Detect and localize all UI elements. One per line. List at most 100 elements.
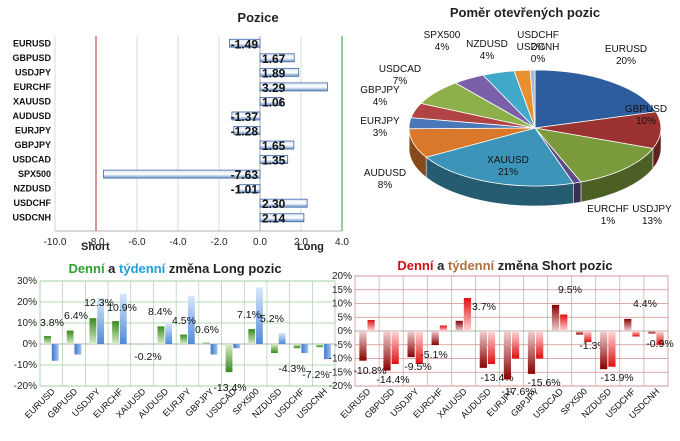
position-bar [259, 155, 289, 164]
pie-slice-percent: 4% [373, 97, 388, 108]
data-label: -15.6% [527, 377, 560, 389]
data-label: 3.8% [40, 317, 64, 329]
pie-slice-percent: 4% [480, 51, 495, 62]
pie-slice-side [573, 181, 582, 204]
change-bar [293, 344, 301, 349]
y-tick-label: 5% [338, 312, 353, 323]
category-label: USDCHF [14, 198, 52, 208]
data-label: 10.9% [107, 302, 137, 314]
category-label: AUDUSD [12, 111, 51, 121]
long-change-chart: Denní a týdenní změna Long pozic -20% -10… [14, 261, 336, 421]
value-label: 2.14 [262, 212, 286, 226]
pie-slice-percent: 8% [378, 180, 393, 191]
change-bar [202, 342, 210, 344]
change-bar [134, 344, 142, 345]
y-tick-label: -15% [329, 367, 352, 378]
position-bar [259, 97, 283, 106]
pie-chart-title: Poměr otevřených pozic [450, 5, 600, 20]
data-label: 3.7% [472, 301, 496, 313]
y-tick-label: 15% [332, 285, 352, 296]
pie-slice [529, 69, 536, 129]
pie-slice-label: XAUUSD [487, 155, 529, 166]
pie-slice-label: EURCHF [587, 204, 629, 215]
pie-slice-percent: 13% [642, 216, 662, 227]
pie-slice-label: USDCNH [517, 42, 560, 53]
change-bar [479, 331, 487, 368]
position-bar [229, 38, 261, 48]
y-tick-label: -20% [14, 381, 37, 392]
data-label: -4.3% [278, 363, 305, 375]
pie-slice-label: AUDUSD [364, 168, 406, 179]
long-change-title: Denní a týdenní změna Long pozic [68, 261, 281, 276]
change-bar [97, 297, 104, 344]
change-bar [560, 314, 568, 331]
category-label: USDCNH [12, 213, 51, 223]
value-label: -1.01 [231, 183, 259, 197]
data-label: 6.4% [64, 310, 88, 322]
change-bar [624, 318, 632, 331]
change-bar [74, 344, 82, 355]
y-tick-label: -10% [14, 360, 37, 371]
y-tick-label: 20% [17, 297, 37, 308]
pie-slice-label: EURJPY [360, 116, 400, 127]
data-label: -13.4% [213, 382, 246, 394]
title-and: a [105, 261, 119, 276]
pie-slice-label: USDJPY [632, 204, 672, 215]
data-label: 12.3% [84, 297, 114, 309]
pie-slice [533, 127, 654, 183]
pie-slice-percent: 10% [636, 116, 656, 127]
change-bar [44, 336, 51, 344]
category-label: XAUUSD [13, 96, 52, 106]
value-label: 3.29 [262, 81, 286, 95]
change-bar [383, 331, 391, 371]
position-bar [233, 126, 261, 135]
category-label: SPX500 [18, 169, 51, 179]
data-label: -1.3% [579, 340, 606, 352]
data-label: -7.2% [302, 369, 329, 381]
positions-chart-title: Pozice [237, 10, 278, 25]
change-bar [256, 287, 263, 344]
data-label: 5.2% [260, 313, 284, 325]
change-bar [301, 344, 309, 354]
change-bar [359, 331, 367, 361]
change-bar [511, 331, 520, 359]
position-bar [259, 213, 305, 223]
x-tick-label: 0.0 [253, 237, 267, 248]
data-label: -17.6% [501, 386, 534, 398]
pie-slice-label: GBPJPY [360, 85, 400, 96]
x-tick-label: -8.0 [87, 237, 105, 248]
title-weekly: týdenní [448, 258, 495, 273]
data-label: -10.8% [353, 365, 386, 377]
data-label: -5.1% [420, 349, 447, 361]
y-tick-label: 20% [332, 271, 352, 282]
pie-slice-percent: 4% [435, 42, 450, 53]
value-label: 1.89 [262, 66, 286, 80]
change-bar [271, 344, 278, 354]
data-label: -0.9% [646, 338, 673, 350]
short-label: Short [81, 241, 110, 253]
short-change-title: Denní a týdenní změna Short pozic [397, 258, 612, 273]
change-bar [89, 318, 97, 344]
change-bar [455, 320, 463, 331]
change-bar [233, 344, 241, 349]
change-bar [584, 331, 592, 342]
title-rest: změna Long pozic [165, 261, 281, 276]
data-label: -13.9% [600, 372, 633, 384]
value-label: -1.49 [231, 37, 259, 51]
y-tick-label: 10% [332, 299, 352, 310]
title-daily: Denní [397, 258, 434, 273]
category-label: GBPUSD [12, 53, 51, 63]
change-bar [576, 331, 584, 335]
change-bar [180, 334, 188, 344]
change-bar [324, 344, 331, 360]
y-tick-label: 0% [338, 326, 353, 337]
x-tick-label: -6.0 [128, 237, 146, 248]
change-bar [551, 304, 560, 331]
data-label: 8.4% [148, 306, 172, 318]
data-label: 4.4% [633, 298, 657, 310]
change-bar [415, 331, 423, 364]
data-label: -14.4% [376, 374, 409, 386]
x-tick-label: 4.0 [335, 237, 349, 248]
y-tick-label: 0% [23, 339, 38, 350]
